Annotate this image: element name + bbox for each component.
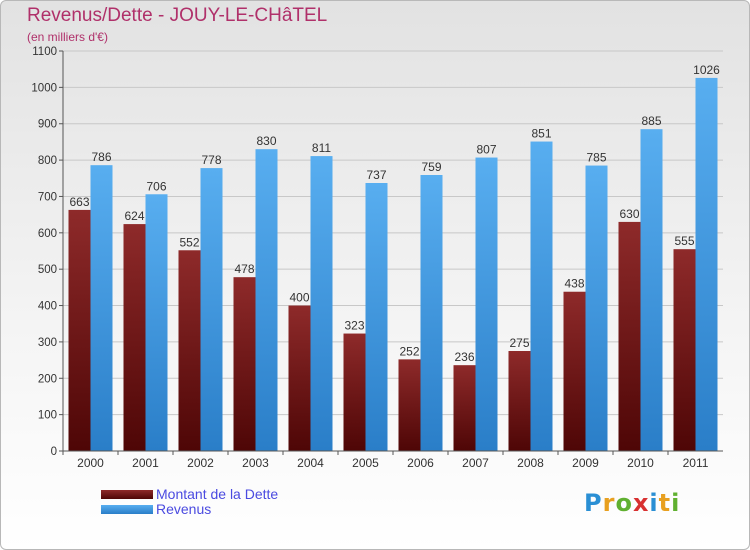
bar-dette <box>343 333 366 451</box>
y-tick-label: 600 <box>38 228 57 240</box>
bar-revenus <box>640 129 663 451</box>
chart-title: Revenus/Dette - JOUY-LE-CHâTEL <box>27 5 328 26</box>
x-tick-label: 2004 <box>297 456 324 470</box>
proxiti-logo: Proxiti <box>584 489 680 517</box>
logo-letter: o <box>615 489 633 517</box>
logo-letter: x <box>632 489 650 517</box>
bar-revenus <box>475 157 498 451</box>
legend-swatch-revenus <box>101 505 153 514</box>
bar-revenus <box>420 175 443 451</box>
data-label-dette: 663 <box>69 195 89 209</box>
logo-letter: r <box>602 489 616 517</box>
y-tick-label: 100 <box>38 410 57 422</box>
data-label-revenus: 737 <box>366 168 386 182</box>
x-tick-label: 2010 <box>627 456 654 470</box>
data-label-revenus: 706 <box>146 179 166 193</box>
data-label-dette: 236 <box>454 350 474 364</box>
data-label-dette: 630 <box>619 207 639 221</box>
data-label-revenus: 786 <box>91 150 111 164</box>
y-tick-label: 700 <box>38 191 57 203</box>
data-label-dette: 400 <box>289 291 309 305</box>
x-tick-label: 2007 <box>462 456 489 470</box>
data-label-revenus: 811 <box>312 141 331 155</box>
data-label-dette: 555 <box>674 234 694 248</box>
bar-dette <box>563 291 586 451</box>
bar-revenus <box>145 194 168 452</box>
data-label-revenus: 759 <box>421 160 441 174</box>
bar-dette <box>618 221 641 451</box>
x-tick-label: 2005 <box>352 456 379 470</box>
bar-dette <box>398 359 421 451</box>
x-tick-label: 2000 <box>77 456 104 470</box>
bar-revenus <box>200 168 223 451</box>
bar-dette <box>178 250 201 451</box>
x-tick-label: 2009 <box>572 456 599 470</box>
bar-dette <box>288 305 311 451</box>
bar-revenus <box>90 165 113 451</box>
bar-dette <box>673 249 696 451</box>
data-label-revenus: 885 <box>641 114 661 128</box>
legend-swatch-dette <box>101 490 153 499</box>
y-tick-label: 800 <box>38 155 57 167</box>
legend-label-dette: Montant de la Dette <box>156 486 279 502</box>
bar-revenus <box>695 77 718 451</box>
y-tick-label: 0 <box>51 446 57 458</box>
x-tick-label: 2001 <box>132 456 159 470</box>
y-tick-label: 1100 <box>32 46 57 58</box>
bar-dette <box>453 365 476 451</box>
chart-subtitle: (en milliers d'€) <box>27 30 108 44</box>
bar-dette <box>508 351 531 451</box>
logo-letter: i <box>671 489 681 517</box>
bar-revenus <box>585 165 608 451</box>
bar-dette <box>68 209 91 451</box>
data-label-dette: 252 <box>399 344 419 358</box>
data-label-revenus: 807 <box>476 143 496 157</box>
y-tick-label: 400 <box>38 301 57 313</box>
data-label-dette: 552 <box>179 235 199 249</box>
data-label-dette: 275 <box>509 336 529 350</box>
bar-revenus <box>365 183 388 451</box>
legend-label-revenus: Revenus <box>156 501 212 517</box>
bar-dette <box>123 224 146 451</box>
y-tick-label: 900 <box>38 119 57 131</box>
x-tick-label: 2003 <box>242 456 269 470</box>
data-label-revenus: 1026 <box>693 63 720 77</box>
y-tick-label: 300 <box>38 337 57 349</box>
bar-dette <box>233 277 256 451</box>
y-tick-label: 500 <box>38 264 57 276</box>
data-label-revenus: 851 <box>531 127 551 141</box>
bar-revenus <box>255 149 278 451</box>
data-label-dette: 438 <box>564 277 584 291</box>
data-label-dette: 624 <box>124 209 144 223</box>
data-label-revenus: 785 <box>586 151 606 165</box>
bar-revenus <box>530 141 553 451</box>
logo-letter: i <box>649 489 659 517</box>
logo-letter: P <box>584 489 603 517</box>
y-tick-label: 1000 <box>31 82 57 94</box>
data-label-revenus: 778 <box>201 153 221 167</box>
bar-revenus <box>310 156 333 451</box>
data-label-dette: 323 <box>344 319 364 333</box>
x-tick-label: 2002 <box>187 456 214 470</box>
x-tick-label: 2006 <box>407 456 434 470</box>
x-tick-label: 2008 <box>517 456 544 470</box>
y-tick-label: 200 <box>38 373 57 385</box>
data-label-revenus: 830 <box>256 134 276 148</box>
data-label-dette: 478 <box>234 262 254 276</box>
logo-letter: t <box>658 489 672 517</box>
x-tick-label: 2011 <box>683 456 709 470</box>
